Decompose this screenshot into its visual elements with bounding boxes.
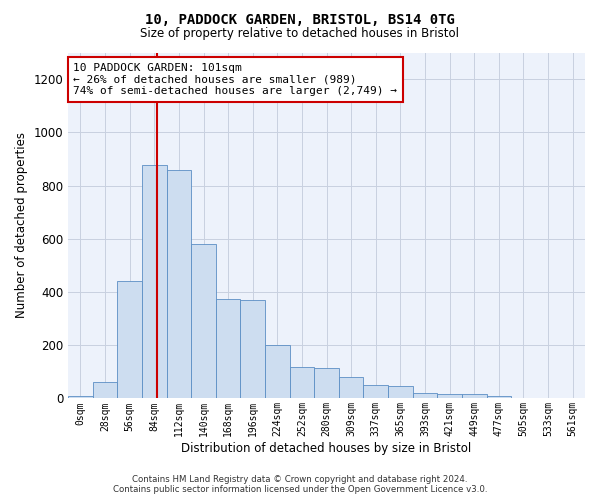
Bar <box>93 382 118 398</box>
Bar <box>290 367 314 398</box>
Bar <box>241 300 265 398</box>
Y-axis label: Number of detached properties: Number of detached properties <box>15 132 28 318</box>
Bar <box>216 298 241 398</box>
X-axis label: Distribution of detached houses by size in Bristol: Distribution of detached houses by size … <box>181 442 472 455</box>
Bar <box>437 394 462 398</box>
Bar <box>339 376 364 398</box>
Bar <box>167 170 191 398</box>
Bar <box>364 385 388 398</box>
Bar <box>487 396 511 398</box>
Bar <box>413 393 437 398</box>
Text: 10 PADDOCK GARDEN: 101sqm
← 26% of detached houses are smaller (989)
74% of semi: 10 PADDOCK GARDEN: 101sqm ← 26% of detac… <box>73 63 397 96</box>
Text: Contains HM Land Registry data © Crown copyright and database right 2024.
Contai: Contains HM Land Registry data © Crown c… <box>113 474 487 494</box>
Bar <box>191 244 216 398</box>
Bar <box>265 345 290 399</box>
Bar <box>142 165 167 398</box>
Text: Size of property relative to detached houses in Bristol: Size of property relative to detached ho… <box>140 28 460 40</box>
Bar <box>462 394 487 398</box>
Text: 10, PADDOCK GARDEN, BRISTOL, BS14 0TG: 10, PADDOCK GARDEN, BRISTOL, BS14 0TG <box>145 12 455 26</box>
Bar <box>118 282 142 399</box>
Bar <box>314 368 339 398</box>
Bar <box>388 386 413 398</box>
Bar <box>68 396 93 398</box>
